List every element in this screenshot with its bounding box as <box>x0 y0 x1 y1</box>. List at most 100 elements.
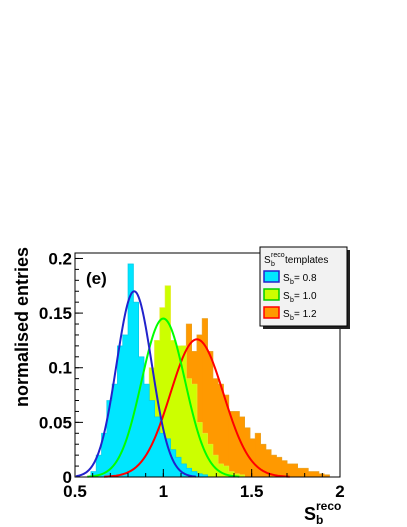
legend-entry-main: S <box>283 309 290 320</box>
legend-entry-value: = 0.8 <box>294 273 317 284</box>
series-0-bar <box>223 395 230 477</box>
series-2-bar <box>106 400 113 477</box>
series-0-bar <box>249 438 256 477</box>
series-2-fit-curve <box>75 290 197 478</box>
series-1-bar <box>165 285 171 477</box>
series-0-bar <box>196 334 203 477</box>
series-2-bar <box>202 474 208 477</box>
x-axis-label-main: S <box>304 504 316 524</box>
series-0-bar <box>308 471 314 477</box>
series-1-bar <box>170 340 177 477</box>
series-0-bar <box>234 411 240 477</box>
y-tick-label: 0.1 <box>48 359 72 378</box>
legend-entry-value: = 1.2 <box>294 309 317 320</box>
series-2-bar <box>149 400 155 477</box>
y-tick-label: 0.15 <box>39 304 72 323</box>
panel-label: (e) <box>86 269 107 288</box>
x-tick-label: 0.5 <box>63 482 87 501</box>
series-0-bar <box>318 473 325 477</box>
legend-title-rest: templates <box>285 255 328 266</box>
series-2-bar <box>128 263 134 477</box>
series-1-bar <box>212 455 219 477</box>
legend-entry-sub: b <box>290 279 294 286</box>
series-1-bar <box>159 307 166 477</box>
series-2-bar <box>170 449 177 477</box>
series-0-bar <box>324 474 330 477</box>
legend-entry-value: = 1.0 <box>294 291 317 302</box>
series-2-bar <box>122 334 129 477</box>
series-2-bar <box>175 457 182 477</box>
series-1-bar <box>175 345 182 477</box>
series-0-bar <box>212 378 219 477</box>
series-1-bar <box>202 433 208 477</box>
series-0-bar <box>218 384 224 477</box>
legend-entry-main: S <box>283 273 290 284</box>
legend-swatch <box>263 306 280 319</box>
series-2-bar <box>101 433 108 477</box>
series-1-bar <box>223 466 230 477</box>
series-1-bar <box>239 474 245 477</box>
series-2-bar <box>154 416 161 477</box>
y-tick-label: 0.2 <box>48 249 72 268</box>
series-2-bar <box>191 471 198 477</box>
y-tick-label: 0.05 <box>39 413 72 432</box>
legend-entry-sub: b <box>290 297 294 304</box>
series-2-bar <box>196 473 203 477</box>
legend-title-main: S <box>264 255 271 266</box>
series-0-bar <box>265 449 272 477</box>
series-0-bar <box>276 457 283 477</box>
series-2-bar <box>138 356 145 477</box>
legend-swatch <box>263 288 280 301</box>
series-2-bar <box>165 438 171 477</box>
series-1-bar <box>218 463 224 477</box>
y-tick-label: 0 <box>63 468 72 487</box>
legend-entry-main: S <box>283 291 290 302</box>
series-0-bar <box>302 468 309 477</box>
series-0-bar <box>244 427 251 477</box>
series-1-bar <box>196 422 203 477</box>
series-2-bar <box>112 384 118 477</box>
histogram-bars <box>75 263 340 478</box>
legend-title: S b reco templates <box>264 252 328 268</box>
series-1-fit-curve <box>87 317 240 478</box>
legend-title-sup: reco <box>271 252 285 259</box>
legend-title-sub: b <box>271 261 275 268</box>
series-2-bars <box>75 263 340 478</box>
series-0-bar <box>287 463 293 477</box>
series-0-bar <box>297 468 304 477</box>
x-axis-label: S b reco <box>304 499 341 527</box>
series-2-bar <box>90 471 97 477</box>
series-0-bar <box>202 318 208 477</box>
axis-ticks: 0.5 1 1.5 2 0 0.05 0.1 0.15 0.2 <box>39 249 345 501</box>
x-tick-label: 1.5 <box>240 482 264 501</box>
legend-swatch <box>263 270 280 283</box>
series-2-bar <box>186 468 192 477</box>
series-2-bar <box>159 433 166 477</box>
series-2-bar <box>117 345 124 477</box>
series-0-bar <box>281 460 288 477</box>
series-0-bar <box>292 463 298 477</box>
series-1-bar <box>234 473 240 477</box>
plot-frame <box>74 252 341 478</box>
series-1-bar <box>181 345 187 477</box>
x-tick-label: 1 <box>159 482 168 501</box>
series-0-bar <box>260 444 267 477</box>
series-1-bar <box>154 340 161 477</box>
series-0-bar <box>228 411 235 477</box>
series-2-bar <box>143 384 150 477</box>
series-0-bar <box>313 471 320 477</box>
series-2-bar <box>133 302 139 477</box>
series-0-bar <box>271 455 277 477</box>
series-1-bar <box>191 384 198 477</box>
series-2-bar <box>181 463 187 477</box>
series-2-bar <box>96 455 102 477</box>
y-axis-label: normalised entries <box>12 247 32 407</box>
series-0-bar <box>255 433 261 477</box>
series-1-bar <box>186 378 192 477</box>
